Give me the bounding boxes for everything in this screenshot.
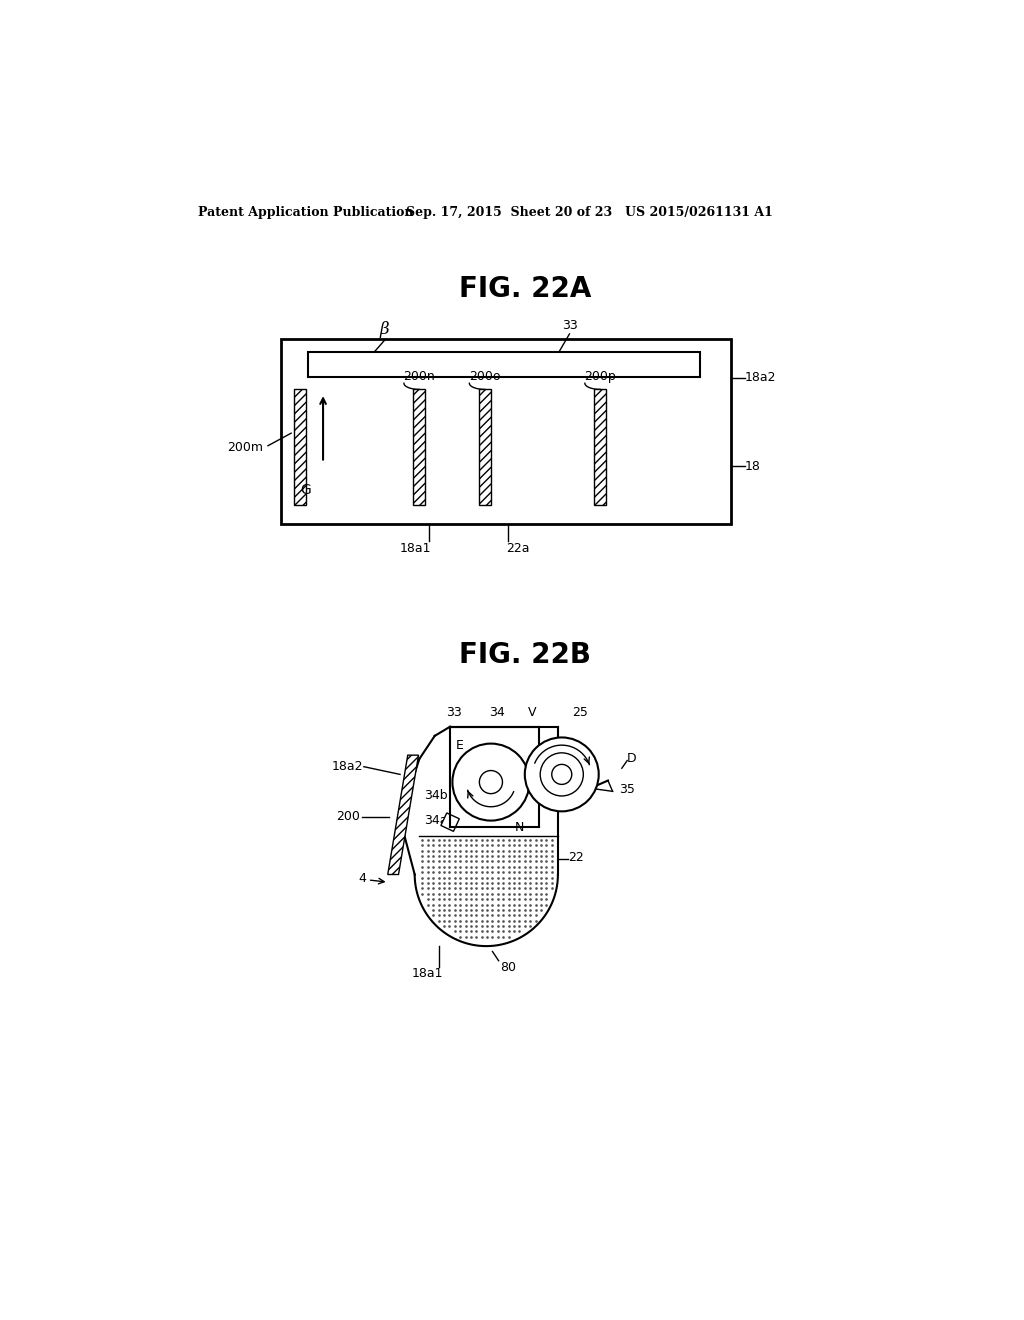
Text: N: N (515, 821, 524, 834)
Bar (413, 389, 425, 506)
Text: 18a2: 18a2 (745, 371, 776, 384)
Text: 200o: 200o (469, 370, 501, 383)
Text: 33: 33 (446, 706, 462, 719)
Text: 34b: 34b (424, 789, 447, 803)
Bar (307, 352, 700, 378)
Polygon shape (441, 813, 460, 832)
Circle shape (453, 743, 529, 821)
Circle shape (541, 752, 584, 796)
Bar (294, 389, 306, 506)
Text: 34a: 34a (424, 814, 447, 828)
Text: 33: 33 (561, 318, 578, 331)
Text: β: β (380, 321, 389, 338)
Bar (594, 389, 606, 506)
Text: 35: 35 (620, 783, 635, 796)
Text: 18a1: 18a1 (399, 543, 431, 554)
Text: 22: 22 (568, 851, 584, 865)
Text: D: D (628, 752, 637, 766)
Text: 18a1: 18a1 (412, 966, 442, 979)
Text: 200n: 200n (403, 370, 435, 383)
Text: 18a2: 18a2 (332, 760, 364, 774)
Text: FIG. 22A: FIG. 22A (459, 276, 591, 304)
Text: FIG. 22B: FIG. 22B (459, 642, 591, 669)
Text: V: V (528, 706, 537, 719)
Text: E: E (456, 739, 464, 751)
Text: US 2015/0261131 A1: US 2015/0261131 A1 (625, 206, 773, 219)
Bar (281, 339, 731, 524)
Text: 200m: 200m (227, 441, 263, 454)
Text: 18: 18 (745, 459, 761, 473)
Circle shape (552, 764, 571, 784)
Bar (478, 389, 490, 506)
Text: Patent Application Publication: Patent Application Publication (199, 206, 414, 219)
Polygon shape (388, 755, 419, 874)
Text: 4: 4 (358, 871, 367, 884)
Circle shape (524, 738, 599, 812)
Text: 80: 80 (500, 961, 516, 974)
Text: 34: 34 (489, 706, 505, 719)
Text: Sep. 17, 2015  Sheet 20 of 23: Sep. 17, 2015 Sheet 20 of 23 (407, 206, 612, 219)
Text: 200p: 200p (585, 370, 616, 383)
Text: 22a: 22a (506, 543, 529, 554)
Circle shape (479, 771, 503, 793)
Text: 200: 200 (336, 810, 360, 824)
Text: 25: 25 (572, 706, 588, 719)
Text: G: G (301, 483, 311, 496)
